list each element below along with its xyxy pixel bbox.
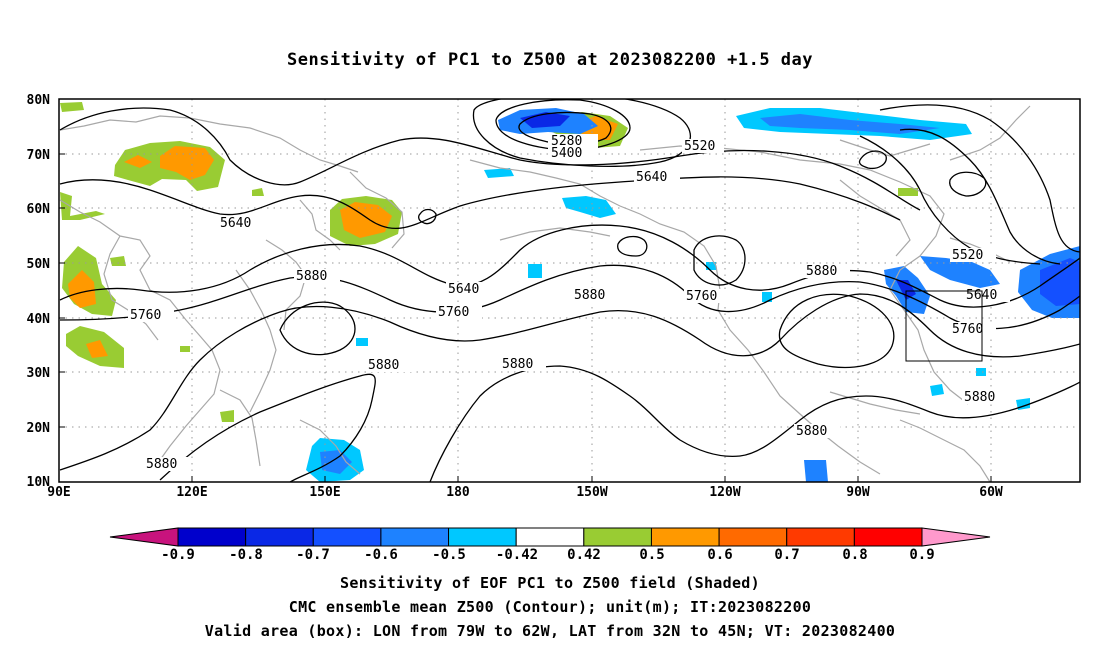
colorbar-tick-label: 0.7 [774,547,799,563]
contour-label: 5880 [368,358,399,373]
lat-label: 50N [27,257,51,272]
colorbar-tick-label: -0.7 [296,547,330,563]
lat-label: 10N [27,475,51,490]
contour-label: 5640 [448,282,479,297]
lon-label: 120W [709,485,740,500]
colorbar-cell [718,527,788,547]
colorbar-tick-label: -0.6 [364,547,398,563]
axis-ticks [59,98,992,483]
lat-label: 40N [27,312,51,327]
contour-label: 5520 [684,139,715,154]
contour-label: 5760 [686,289,717,304]
contour-label: 5760 [952,322,983,337]
colorbar-cell [177,527,247,547]
lon-label: 120E [176,485,207,500]
colorbar-right-triangle [921,527,991,547]
contour-label: 5640 [220,216,251,231]
colorbar-cell [448,527,517,547]
contour-label: 5880 [502,357,533,372]
colorbar-cell [515,527,585,547]
lon-label: 180 [446,485,470,500]
contour-label: 5880 [964,390,995,405]
lat-label: 30N [27,366,51,381]
contour-label: 5880 [146,457,177,472]
colorbar-tick-label: 0.6 [707,547,732,563]
contour-label: 5880 [796,424,827,439]
colorbar-cell [380,527,450,547]
contour-label: 5400 [551,146,582,161]
caption-valid-area: Valid area (box): LON from 79W to 62W, L… [204,622,896,640]
colorbar-tick-label: -0.5 [432,547,466,563]
colorbar-cell [786,527,855,547]
graticule [59,99,1080,482]
contour-label: 5280 [551,134,582,149]
lon-label: 150E [309,485,340,500]
plot-frame [58,98,1081,483]
lon-label: 60W [979,485,1003,500]
contour-label: 5520 [952,248,983,263]
lat-label: 60N [27,202,51,217]
lat-label: 70N [27,148,51,163]
lat-label: 20N [27,421,51,436]
caption-shaded: Sensitivity of EOF PC1 to Z500 field (Sh… [340,574,760,592]
colorbar: -0.9 -0.8 -0.7 -0.6 -0.5 -0.42 0.42 0.5 … [109,527,991,563]
colorbar-tick-label: 0.8 [842,547,867,563]
colorbar-cell [583,527,652,547]
colorbar-tick-label: -0.42 [496,547,538,563]
map-title: Sensitivity of PC1 to Z500 at 2023082200… [286,50,813,70]
contour-label: 5880 [806,264,837,279]
contour-label: 5640 [636,170,667,185]
lon-label: 90W [846,485,870,500]
colorbar-left-triangle [109,527,179,547]
contour-label: 5760 [438,305,469,320]
colorbar-tick-label: -0.8 [229,547,263,563]
colorbar-cell [853,527,923,547]
colorbar-tick-label: 0.42 [567,547,601,563]
colorbar-tick-labels: -0.9 -0.8 -0.7 -0.6 -0.5 -0.42 0.42 0.5 … [161,547,935,563]
negative-sensitivity-areas [306,108,1080,482]
colorbar-cells [177,527,923,547]
contour-label: 5880 [574,288,605,303]
lat-label: 80N [27,93,51,108]
colorbar-cell [245,527,314,547]
caption-contour: CMC ensemble mean Z500 (Contour); unit(m… [288,598,812,616]
contour-label: 5880 [296,269,327,284]
latitude-labels: 80N 70N 60N 50N 40N 30N 20N 10N [27,93,51,490]
lon-label: 150W [576,485,607,500]
colorbar-cell [650,527,720,547]
lon-label: 90E [47,485,70,500]
colorbar-tick-label: 0.5 [639,547,664,563]
colorbar-cell [312,527,382,547]
longitude-labels: 90E 120E 150E 180 150W 120W 90W 60W [47,485,1003,500]
colorbar-tick-label: 0.9 [909,547,934,563]
contour-label-layer: 5280 5400 5520 5640 5640 5640 5520 5640 … [128,134,1010,472]
contour-label: 5760 [130,308,161,323]
colorbar-tick-label: -0.9 [161,547,195,563]
valid-area-box [905,290,983,362]
